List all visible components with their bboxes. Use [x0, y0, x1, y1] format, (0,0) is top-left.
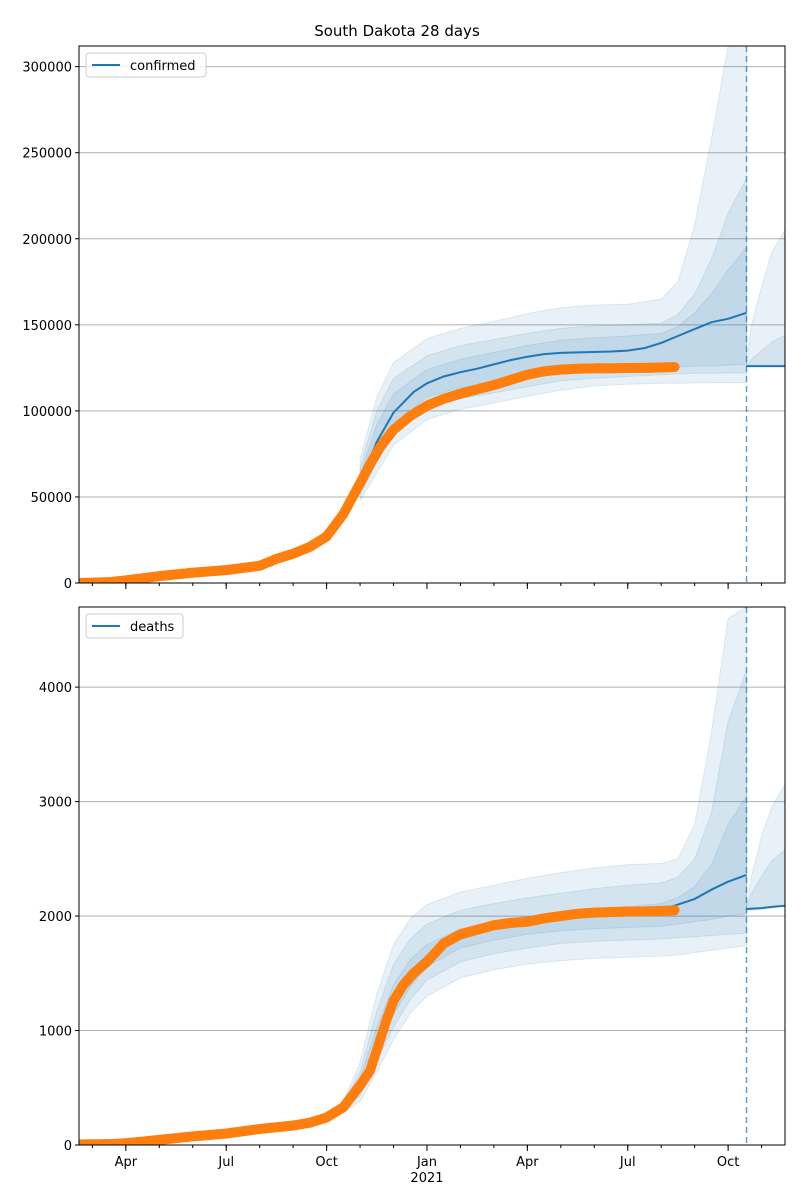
- forecast-band: [745, 783, 785, 911]
- y-tick-label: 2000: [39, 910, 72, 925]
- legend-deaths: deaths: [85, 613, 184, 639]
- confirmed-panel: 0 50000 100000 150000 200000 250000 300000 conf…: [22, 45, 786, 592]
- y-tick-label: 100000: [22, 405, 72, 420]
- legend-label: deaths: [130, 620, 175, 635]
- legend-confirmed: confirmed: [85, 52, 207, 78]
- y-tick-label: 3000: [39, 796, 72, 811]
- chart-title: South Dakota 28 days: [314, 22, 480, 40]
- deaths-panel: 0 1000 2000 3000 4000 Apr Jul Oct Jan Apr Jul Oct 20…: [39, 606, 786, 1186]
- uncertainty-band: [359, 46, 747, 503]
- uncertainty-band: [342, 607, 747, 1114]
- post-forecast-line: [746, 904, 785, 911]
- uncertainty-band: [359, 178, 747, 496]
- observed-point: [669, 905, 680, 916]
- legend-box: [85, 52, 207, 78]
- y-tick-label: 250000: [22, 147, 72, 162]
- y-tick-label: 50000: [31, 491, 72, 506]
- y-tick-label: 200000: [22, 233, 72, 248]
- x-tick-label: Jul: [217, 1155, 234, 1170]
- legend-label: confirmed: [130, 59, 196, 74]
- y-tick-label: 0: [64, 1139, 72, 1154]
- y-tick-label: 300000: [22, 61, 72, 76]
- x-tick-label: Apr: [516, 1155, 539, 1170]
- x-tick-label: Apr: [115, 1155, 138, 1170]
- axes-frame: [78, 606, 786, 1146]
- axes-frame: [78, 45, 786, 584]
- uncertainty-band: [342, 669, 747, 1112]
- y-tick-label: 150000: [22, 319, 72, 334]
- x-tick-label: Jan: [416, 1155, 437, 1170]
- x-tick-label: Oct: [717, 1155, 739, 1170]
- x-year-label: 2021: [410, 1171, 443, 1186]
- x-tick-label: Jul: [619, 1155, 636, 1170]
- y-tick-label: 0: [64, 577, 72, 592]
- observed-point: [669, 362, 680, 372]
- x-tick-label: Oct: [315, 1155, 337, 1170]
- legend-box: [85, 613, 184, 639]
- plot-area: [79, 46, 785, 583]
- y-tick-label: 4000: [39, 681, 72, 696]
- plot-area: [79, 607, 785, 1145]
- y-tick-label: 1000: [39, 1025, 72, 1040]
